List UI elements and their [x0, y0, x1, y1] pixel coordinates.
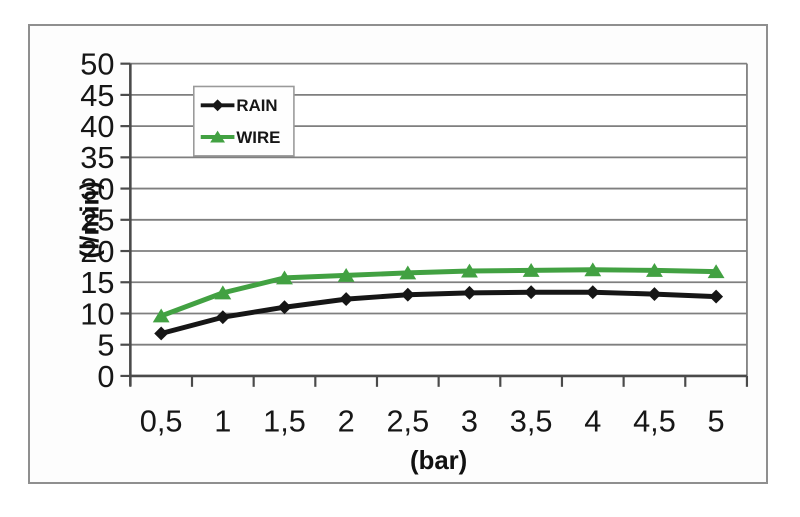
- x-tick-label: 4: [584, 403, 601, 438]
- legend-label-rain: RAIN: [236, 96, 277, 115]
- y-tick-label: 45: [80, 78, 114, 113]
- y-axis-title: (l/min): [77, 181, 105, 258]
- wire-marker: [337, 267, 355, 282]
- y-tick-label: 25: [80, 203, 114, 238]
- legend-label-wire: WIRE: [236, 128, 280, 147]
- x-axis-title: (bar): [410, 447, 467, 475]
- y-tick-label: 50: [80, 47, 114, 82]
- rain-marker: [462, 285, 477, 300]
- rain-marker: [585, 285, 600, 300]
- rain-marker: [339, 292, 354, 307]
- rain-marker: [709, 289, 724, 304]
- y-tick-label: 40: [80, 109, 114, 144]
- y-tick-label: 0: [97, 359, 114, 394]
- rain-marker: [215, 310, 230, 325]
- x-tick-label: 1,5: [263, 403, 306, 438]
- y-tick-label: 15: [80, 265, 114, 300]
- wire-marker: [461, 263, 478, 278]
- x-tick-label: 0,5: [140, 403, 183, 438]
- y-tick-label: 30: [80, 171, 114, 206]
- y-tick-label: 35: [80, 140, 114, 175]
- x-tick-label: 2,5: [386, 403, 429, 438]
- y-tick-label: 5: [97, 328, 114, 363]
- wire-marker: [646, 262, 663, 277]
- legend-wire-marker: [210, 130, 226, 143]
- rain-series-line: [158, 289, 719, 336]
- wire-marker: [214, 285, 232, 300]
- rain-marker: [154, 326, 169, 341]
- x-tick-label: 2: [338, 403, 355, 438]
- x-tick-label: 3: [461, 403, 478, 438]
- x-tick-label: 4,5: [633, 403, 676, 438]
- wire-marker: [707, 264, 725, 279]
- rain-marker: [524, 285, 539, 300]
- rain-marker: [400, 287, 415, 302]
- wire-marker: [276, 270, 293, 285]
- wire-marker: [584, 262, 602, 277]
- wire-series-line: [158, 267, 719, 319]
- x-tick-label: 5: [708, 403, 725, 438]
- x-tick-label: 1: [214, 403, 231, 438]
- y-tick-label: 10: [80, 296, 114, 331]
- legend-box: [192, 85, 295, 157]
- wire-marker: [522, 262, 540, 277]
- legend-rain-marker: [211, 99, 224, 112]
- y-tick-label: 20: [80, 234, 114, 269]
- x-tick-label: 3,5: [510, 403, 553, 438]
- wire-marker: [152, 308, 170, 323]
- chart-frame: 0 5 10 15 20 25 30 35 40 45 50 0,5 1 1,5 2 2,5 3 3,5 4 4,5 5…: [28, 24, 768, 484]
- rain-marker: [277, 300, 292, 315]
- wire-marker: [399, 265, 417, 280]
